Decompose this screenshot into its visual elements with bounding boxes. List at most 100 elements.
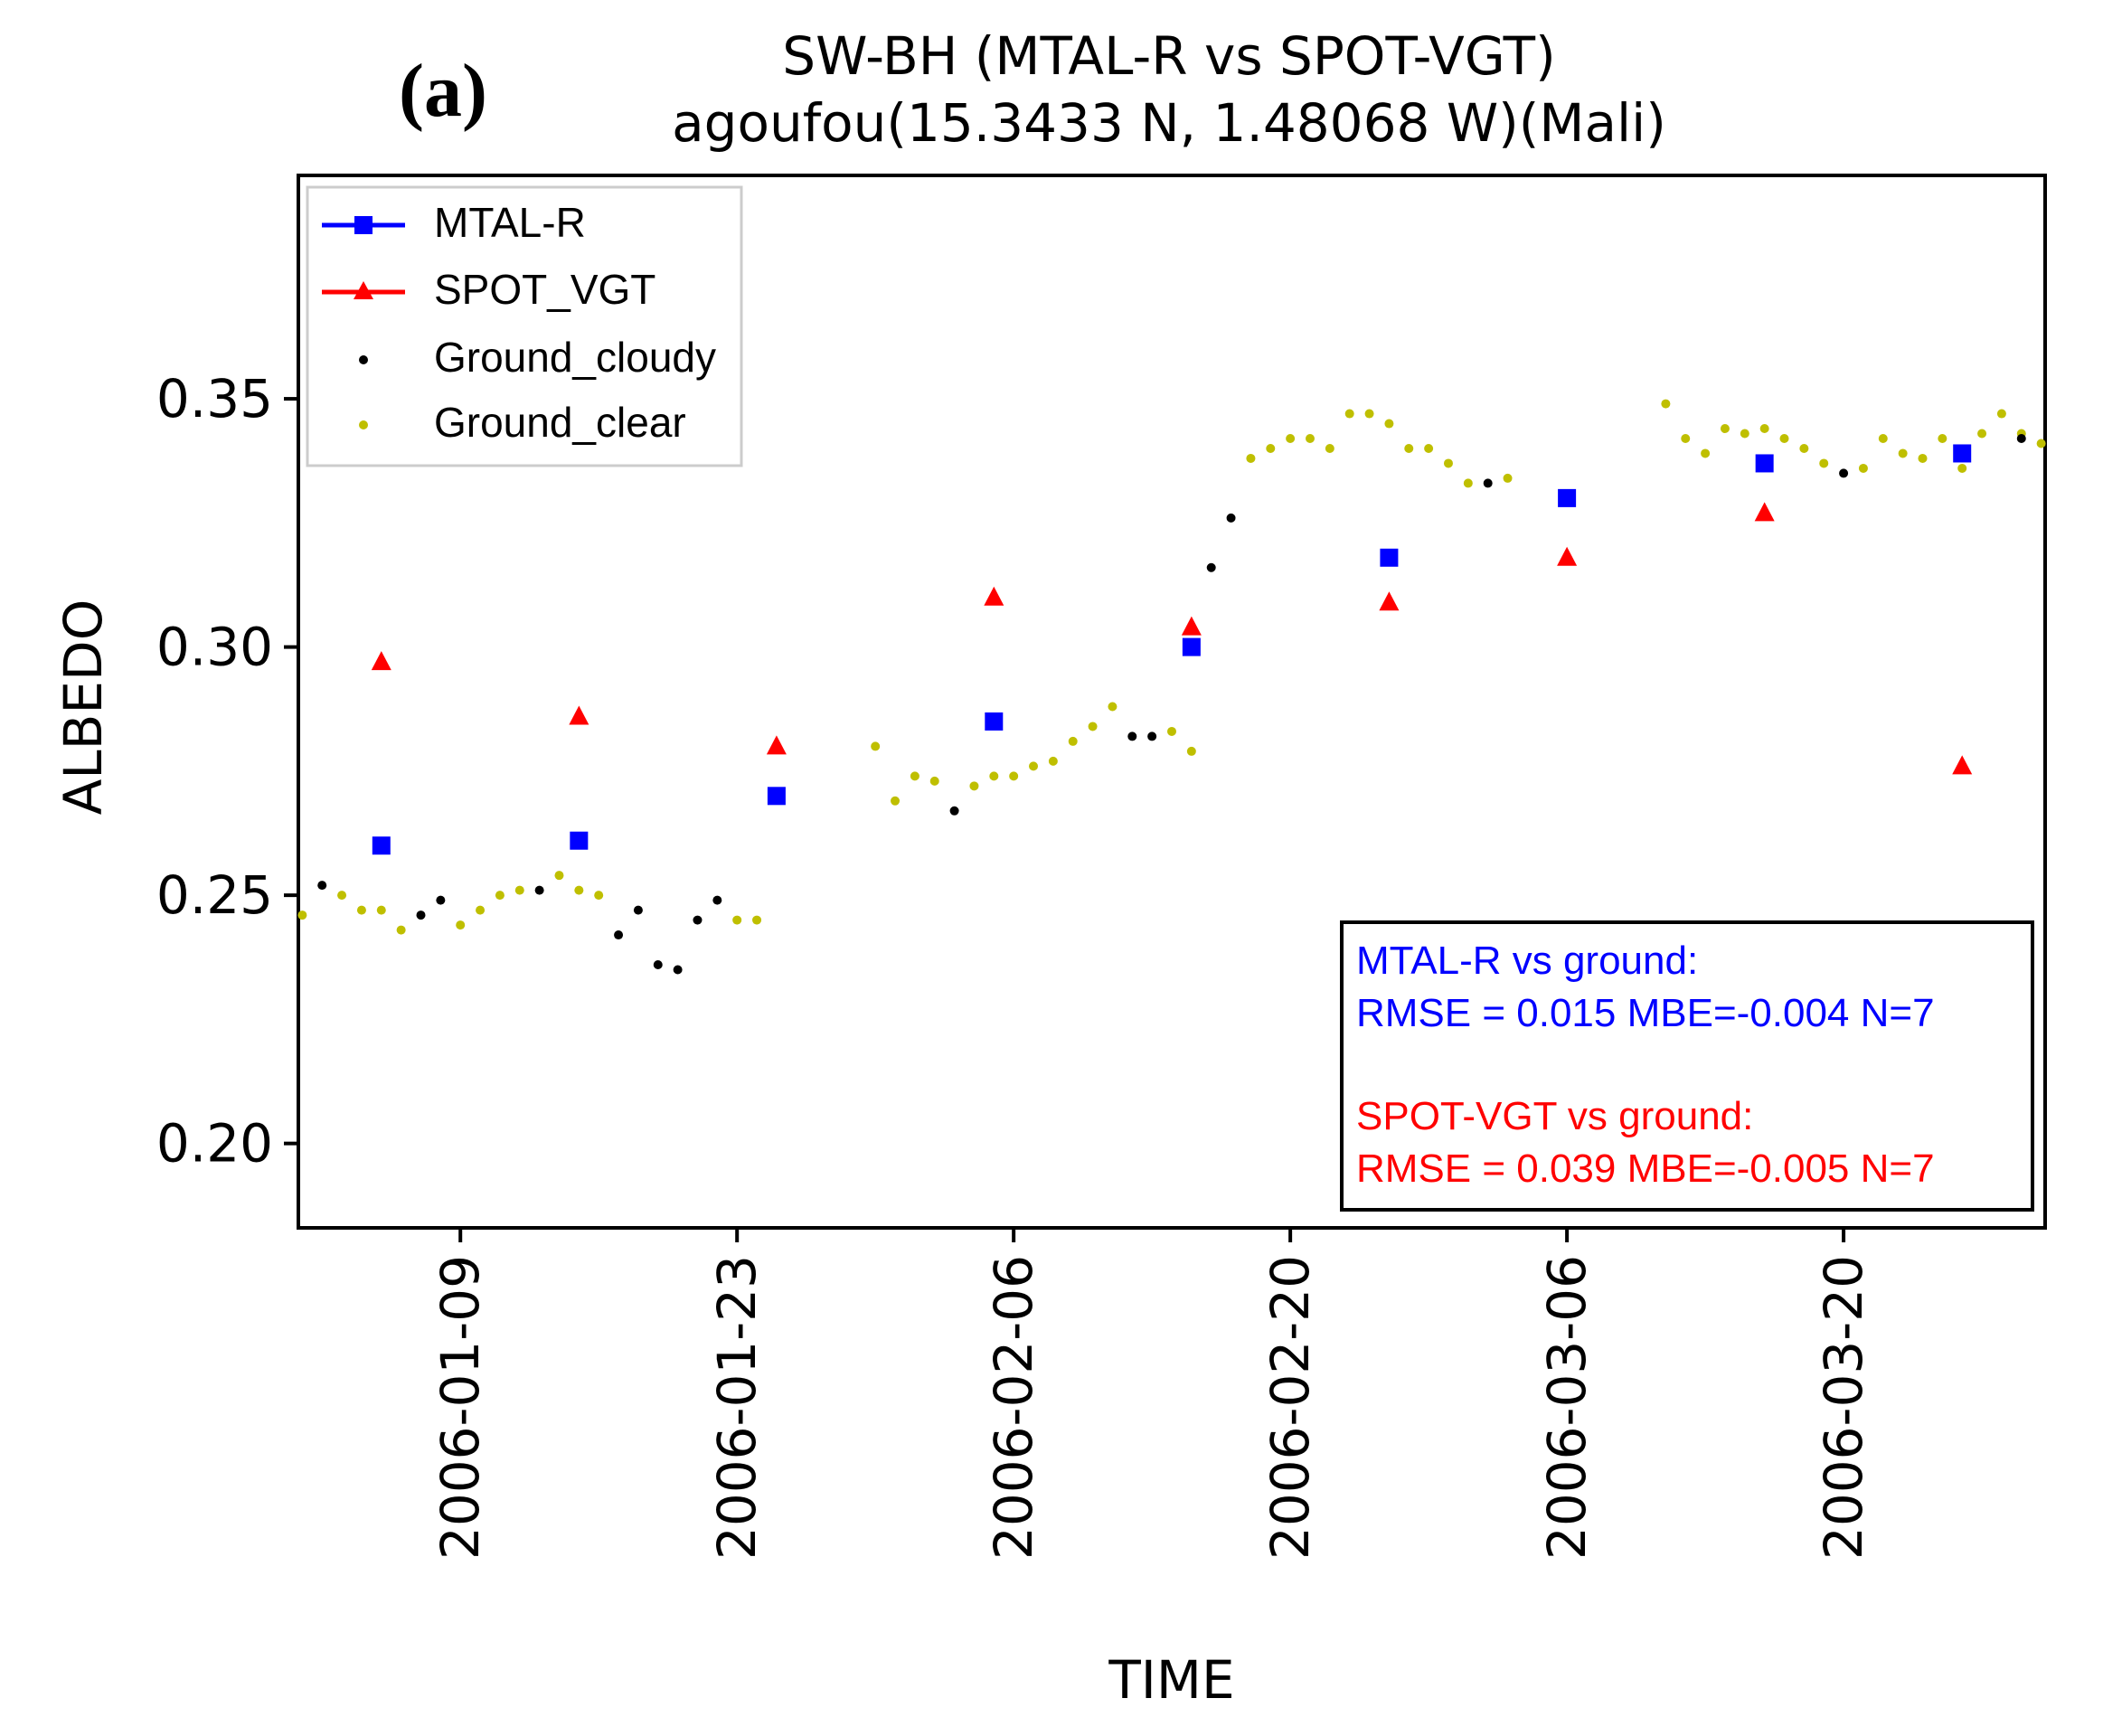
stats-spot-line2: RMSE = 0.039 MBE=-0.005 N=7 — [1356, 1146, 1935, 1191]
chart-title: SW-BH (MTAL-R vs SPOT-VGT) — [782, 25, 1555, 87]
mtal-r-point — [372, 836, 391, 855]
ground-clear-point — [1325, 443, 1334, 453]
ground-clear-point — [1898, 448, 1908, 458]
ground-clear-point — [1759, 424, 1769, 434]
ground-cloudy-point — [614, 930, 624, 940]
mtal-r-point — [1953, 444, 1972, 463]
y-axis: 0.20 0.25 0.30 0.35 — [156, 368, 298, 1175]
x-tick-label: 2006-03-06 — [1536, 1255, 1598, 1560]
spot-vgt-point — [766, 735, 787, 755]
mtal-r-point — [985, 712, 1004, 731]
ground-cloudy-point — [1839, 468, 1849, 478]
ground-clear-point — [1701, 448, 1711, 458]
ground-clear-point — [594, 891, 604, 901]
ground-cloudy-point — [1483, 478, 1493, 488]
stats-mtal-line2: RMSE = 0.015 MBE=-0.004 N=7 — [1356, 991, 1935, 1035]
ground-clear-point — [337, 891, 347, 901]
ground-clear-point — [1819, 458, 1829, 468]
ground-clear-point — [1858, 463, 1868, 473]
ground-clear-point — [1048, 756, 1058, 766]
ground-clear-point — [910, 771, 919, 781]
ground-clear-point — [1977, 429, 1987, 439]
ground-clear-point — [1799, 443, 1809, 453]
ground-clear-point — [514, 885, 524, 895]
ground-clear-point — [1779, 434, 1789, 443]
ground-cloudy-point — [1147, 731, 1157, 741]
spot-vgt-point — [1379, 591, 1400, 611]
legend-clear-marker — [359, 420, 368, 429]
x-tick-label: 2006-01-23 — [706, 1255, 768, 1560]
ground-cloudy-point — [673, 965, 683, 975]
ground-clear-point — [2036, 439, 2046, 448]
legend-spot-label: SPOT_VGT — [434, 266, 655, 313]
legend-mtal-label: MTAL-R — [434, 199, 586, 246]
ground-cloudy-point — [317, 881, 327, 891]
ground-clear-point — [1186, 746, 1196, 756]
ground-clear-point — [356, 905, 366, 915]
ground-cloudy-point — [633, 905, 643, 915]
ground-cloudy-point — [1206, 562, 1216, 572]
ground-clear-point — [891, 796, 901, 806]
ground-cloudy-point — [1226, 513, 1236, 523]
ground-clear-point — [574, 885, 584, 895]
ground-cloudy-point — [534, 885, 544, 895]
ground-clear-point — [1720, 424, 1730, 434]
spot-vgt-point — [1557, 546, 1578, 566]
spot-vgt-point — [1952, 755, 1973, 775]
mtal-r-point — [570, 831, 589, 850]
x-tick-label: 2006-01-09 — [429, 1255, 491, 1560]
legend-mtal-marker — [354, 216, 373, 234]
ground-cloudy-point — [436, 895, 446, 905]
ground-clear-point — [929, 776, 939, 786]
ground-clear-point — [871, 741, 881, 751]
spot-vgt-point — [1754, 502, 1775, 522]
ground-cloudy-point — [2016, 434, 2026, 443]
ground-clear-point — [1681, 434, 1691, 443]
mtal-r-point — [1182, 637, 1201, 656]
stats-mtal-line1: MTAL-R vs ground: — [1356, 939, 1698, 983]
legend: MTAL-R SPOT_VGT Ground_cloudy Ground_cle… — [306, 185, 743, 467]
ground-clear-point — [969, 781, 979, 791]
ground-cloudy-point — [1127, 731, 1137, 741]
x-tick-label: 2006-03-20 — [1813, 1255, 1874, 1560]
legend-cloudy-marker — [359, 355, 368, 364]
legend-clear-label: Ground_clear — [434, 399, 686, 446]
x-tick-label: 2006-02-20 — [1259, 1255, 1321, 1560]
ground-clear-point — [476, 905, 486, 915]
stats-box-frame — [1340, 920, 2034, 1212]
mtal-r-point — [1380, 548, 1399, 567]
ground-cloudy-point — [693, 915, 703, 925]
ground-clear-point — [1088, 722, 1098, 731]
y-tick-label: 0.25 — [156, 864, 273, 926]
ground-clear-point — [1068, 736, 1078, 746]
ground-clear-point — [1878, 434, 1888, 443]
ground-clear-point — [1305, 434, 1315, 443]
ground-clear-point — [1996, 409, 2006, 419]
ground-clear-point — [1443, 458, 1453, 468]
legend-cloudy-label: Ground_cloudy — [434, 334, 716, 381]
ground-clear-point — [1384, 419, 1394, 429]
spot-vgt-point — [1181, 616, 1202, 636]
ground-cloudy-point — [949, 806, 959, 816]
ground-clear-point — [1503, 473, 1513, 483]
ground-clear-point — [1404, 443, 1414, 453]
y-axis-label: ALBEDO — [52, 599, 114, 816]
x-tick-label: 2006-02-06 — [983, 1255, 1044, 1560]
ground-clear-point — [1463, 478, 1473, 488]
ground-clear-point — [376, 905, 386, 915]
ground-clear-point — [732, 915, 742, 925]
y-tick-label: 0.30 — [156, 617, 273, 678]
ground-clear-point — [1246, 453, 1256, 463]
ground-clear-point — [1167, 726, 1176, 736]
ground-clear-point — [1009, 771, 1019, 781]
ground-clear-point — [1108, 702, 1118, 712]
ground-clear-point — [396, 925, 406, 935]
ground-cloudy-point — [712, 895, 722, 905]
spot-vgt-point — [371, 651, 391, 671]
ground-clear-point — [1364, 409, 1374, 419]
ground-clear-point — [1661, 399, 1671, 409]
ground-clear-point — [1918, 453, 1928, 463]
ground-cloudy-point — [416, 910, 426, 920]
ground-clear-point — [1740, 429, 1749, 439]
